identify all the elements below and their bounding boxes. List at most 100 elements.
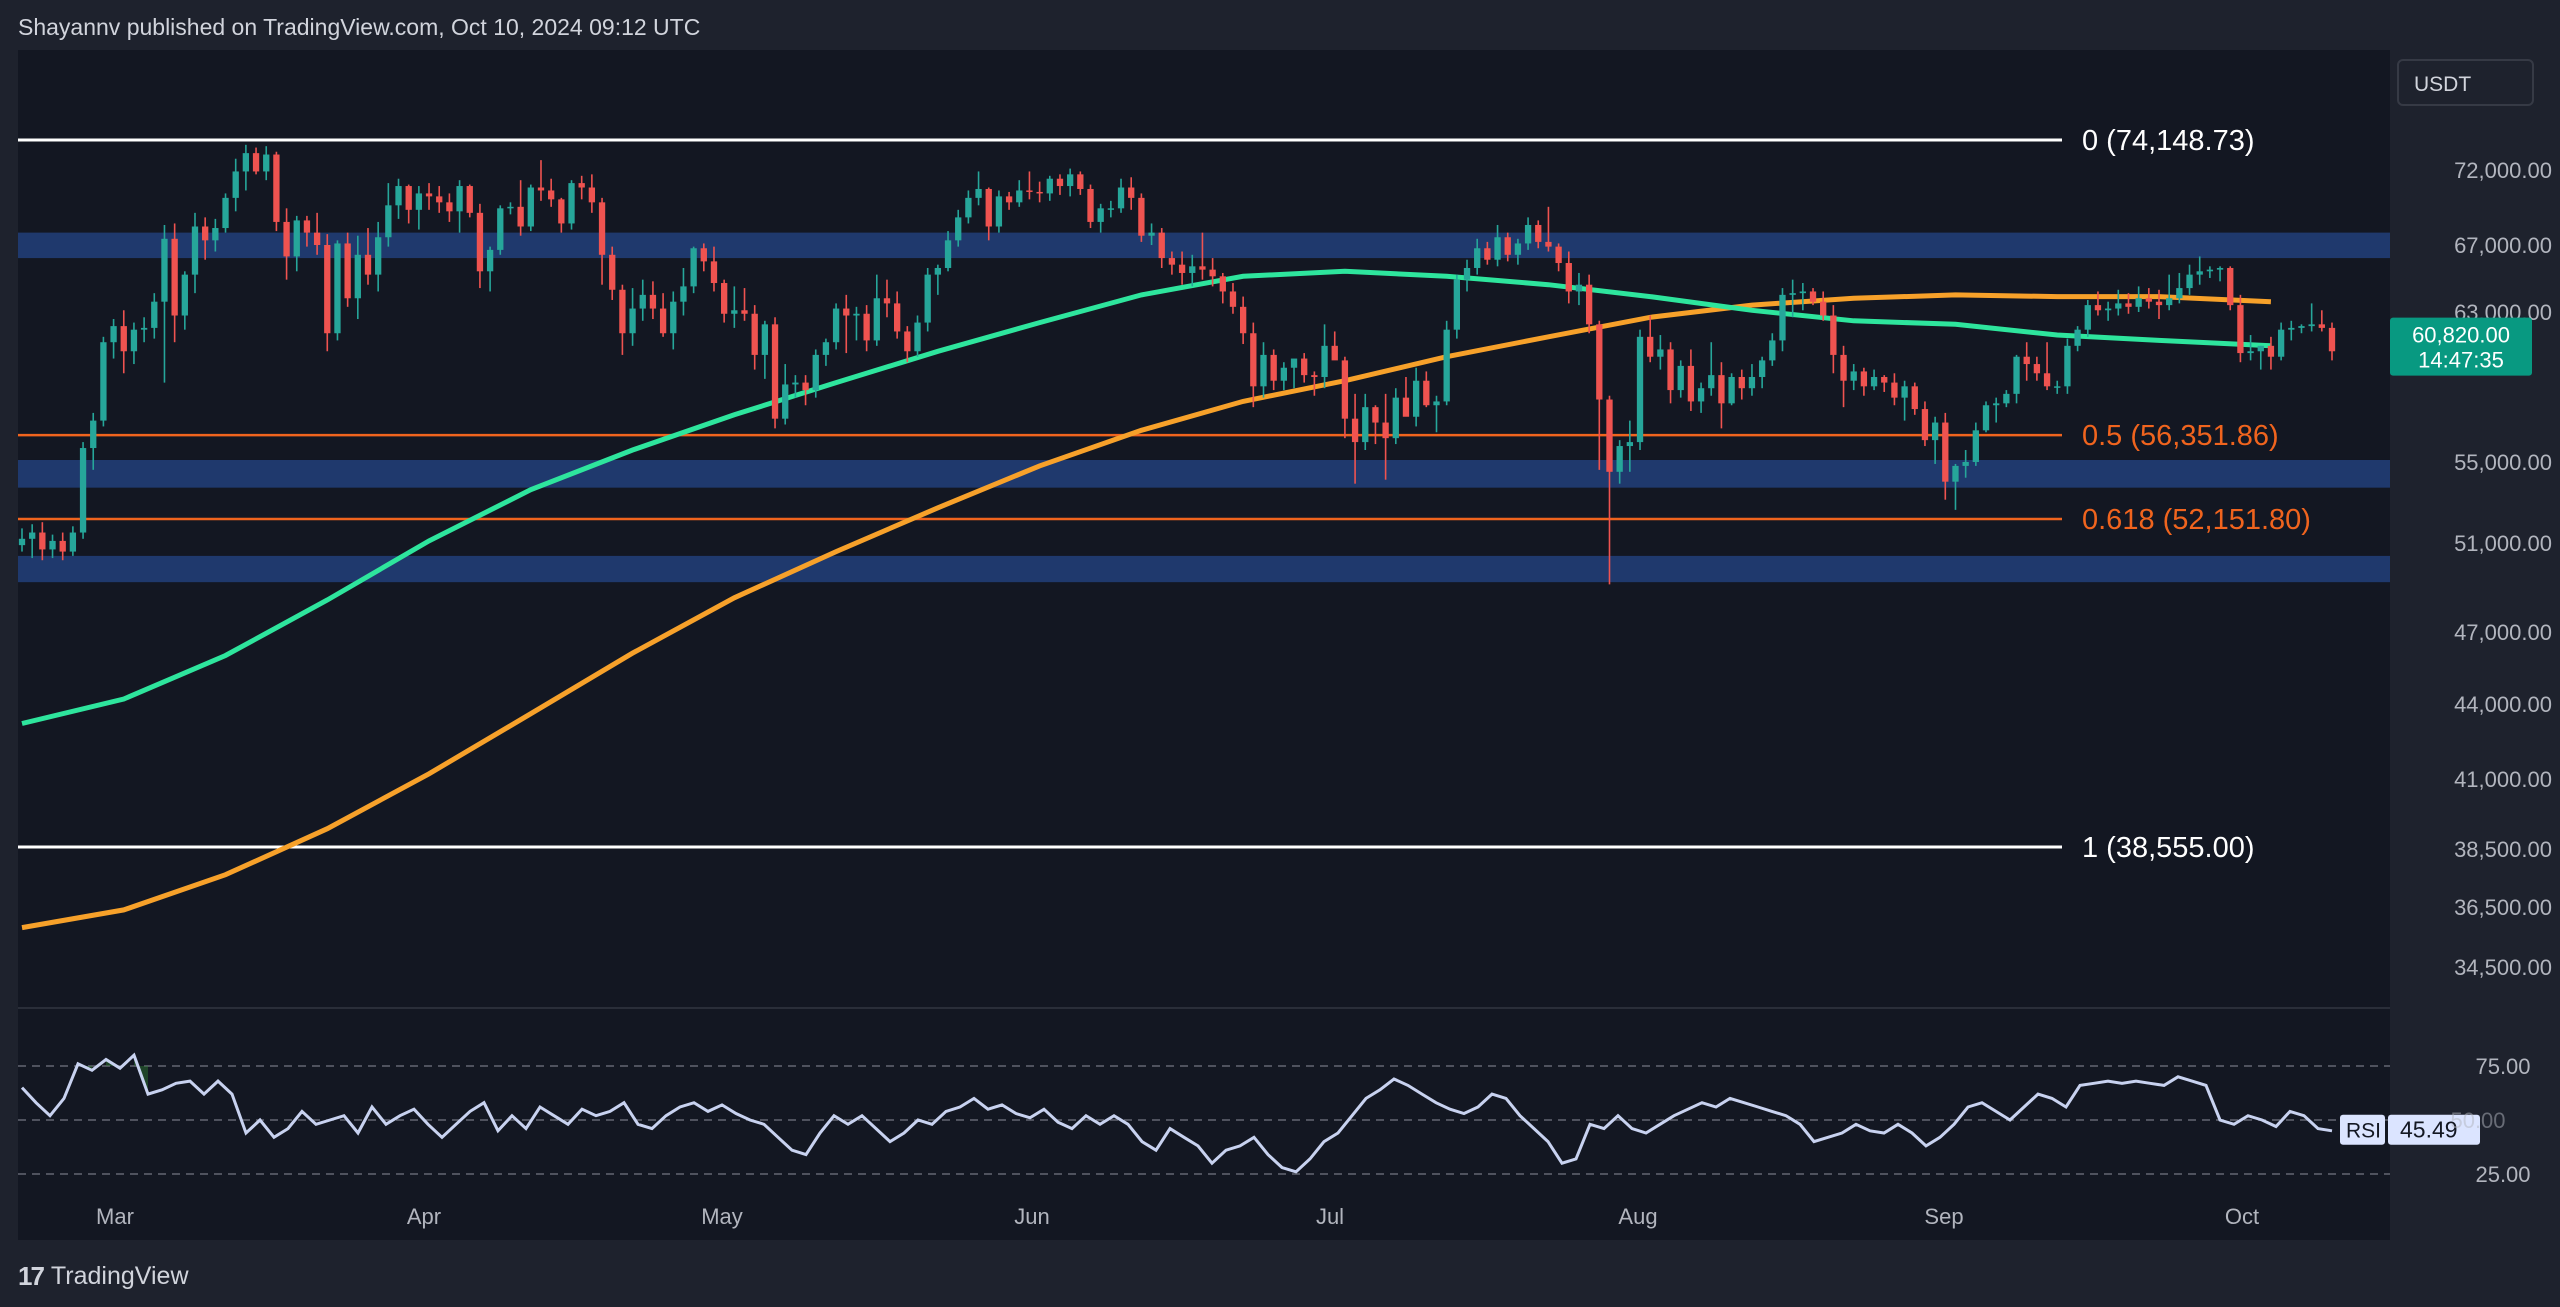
candle-body [1687,365,1695,402]
candle-body [100,342,107,421]
candle-body [1850,371,1857,381]
fib-level-label: 0.618 (52,151.80) [2082,504,2311,536]
candle [1972,422,1979,466]
candle-body [2318,324,2325,328]
candle [2125,293,2132,314]
candle [995,190,1003,233]
chart-frame[interactable]: 0 (74,148.73) 0.5 (56,351.86) 0.618 (52,15… [0,50,2560,1240]
candle [1596,320,1603,470]
candle [2145,288,2152,309]
candle [1239,296,1247,345]
candle [1606,395,1613,585]
candle [1056,174,1064,195]
candle-body [1993,403,2000,406]
candle [2084,299,2091,337]
candle-body [1891,382,1898,398]
candle [202,217,209,260]
candle [2155,289,2163,320]
candle-body [2043,373,2051,387]
candle-body [110,326,117,343]
candle-body [832,308,840,343]
candle-body [1189,266,1196,273]
candle [588,174,596,213]
candle-body [375,237,382,275]
candle [1351,393,1359,484]
candle-body [782,384,789,419]
footer-brand[interactable]: 17 TradingView [18,1258,189,1294]
candle-body [914,322,921,352]
candle-body [1931,422,1939,441]
price-tick-label: 47,000.00 [2454,620,2552,645]
price-tick-label: 51,000.00 [2454,531,2552,556]
candle-body [659,308,667,334]
candle [1799,283,1806,311]
candle-body [1301,358,1308,376]
candle-body [364,254,372,275]
candle [344,232,351,307]
candle-body [1331,345,1338,361]
candle-body [1453,279,1461,330]
candle-body [2166,298,2173,306]
currency-selector[interactable]: USDT [2397,59,2534,106]
candle-body [2115,303,2122,309]
price-axis[interactable]: 72,000.0067,000.0063,000.0055,000.0051,0… [2450,158,2551,1187]
candle [1687,349,1695,411]
candle [1708,342,1715,396]
candle [537,160,545,201]
candle [1097,203,1104,233]
candle-body [710,261,718,284]
candle-body [252,153,260,172]
candle [1331,331,1338,361]
candle [1443,320,1450,406]
candle-body [1005,196,1013,203]
tradingview-logo-icon: 17 [18,1260,45,1291]
candle [1758,356,1766,389]
candle-body [812,354,819,391]
candle [670,291,677,350]
candle-body [2298,326,2305,328]
candle-body [944,240,952,268]
candle-body [558,199,565,224]
candle-body [751,313,758,355]
candle [731,286,738,328]
candle [395,178,402,219]
time-tick-label: Aug [1618,1204,1657,1229]
time-axis[interactable]: Mar Apr May Jun Jul Aug Sep Oct [96,1204,2259,1229]
candle [2267,336,2275,370]
candle [212,218,219,252]
candle [1555,243,1562,272]
candle [985,187,992,241]
price-chart[interactable]: 0 (74,148.73) 0.5 (56,351.86) 0.618 (52,15… [0,50,2560,1240]
currency-selector-box[interactable] [2397,59,2534,106]
plot-background [18,50,2390,1240]
candle [191,212,199,294]
candle [1769,333,1776,366]
candle [771,317,779,429]
candle-body [1982,405,1990,431]
candle-body [1443,329,1450,402]
candle [609,246,616,300]
candle-body [1290,358,1298,368]
candle-body [1412,380,1420,417]
candle [2328,322,2336,361]
rsi-name-label: RSI [2346,1120,2381,1143]
candle-body [548,190,555,200]
candle [1657,335,1664,370]
candle-body [1565,263,1572,292]
candle [1626,420,1633,472]
candle [2247,335,2254,361]
candle [649,281,657,320]
candle-body [1555,246,1562,264]
candle [659,293,667,337]
candle [619,284,626,355]
candle-body [1901,386,1908,398]
candle [1301,353,1308,383]
candle [283,208,290,280]
candle [385,183,392,247]
candle [90,412,97,470]
candle-body [171,238,178,316]
candle-body [1514,243,1522,255]
candle [1911,382,1918,415]
candle-body [324,245,331,334]
candle-body [1535,224,1542,242]
